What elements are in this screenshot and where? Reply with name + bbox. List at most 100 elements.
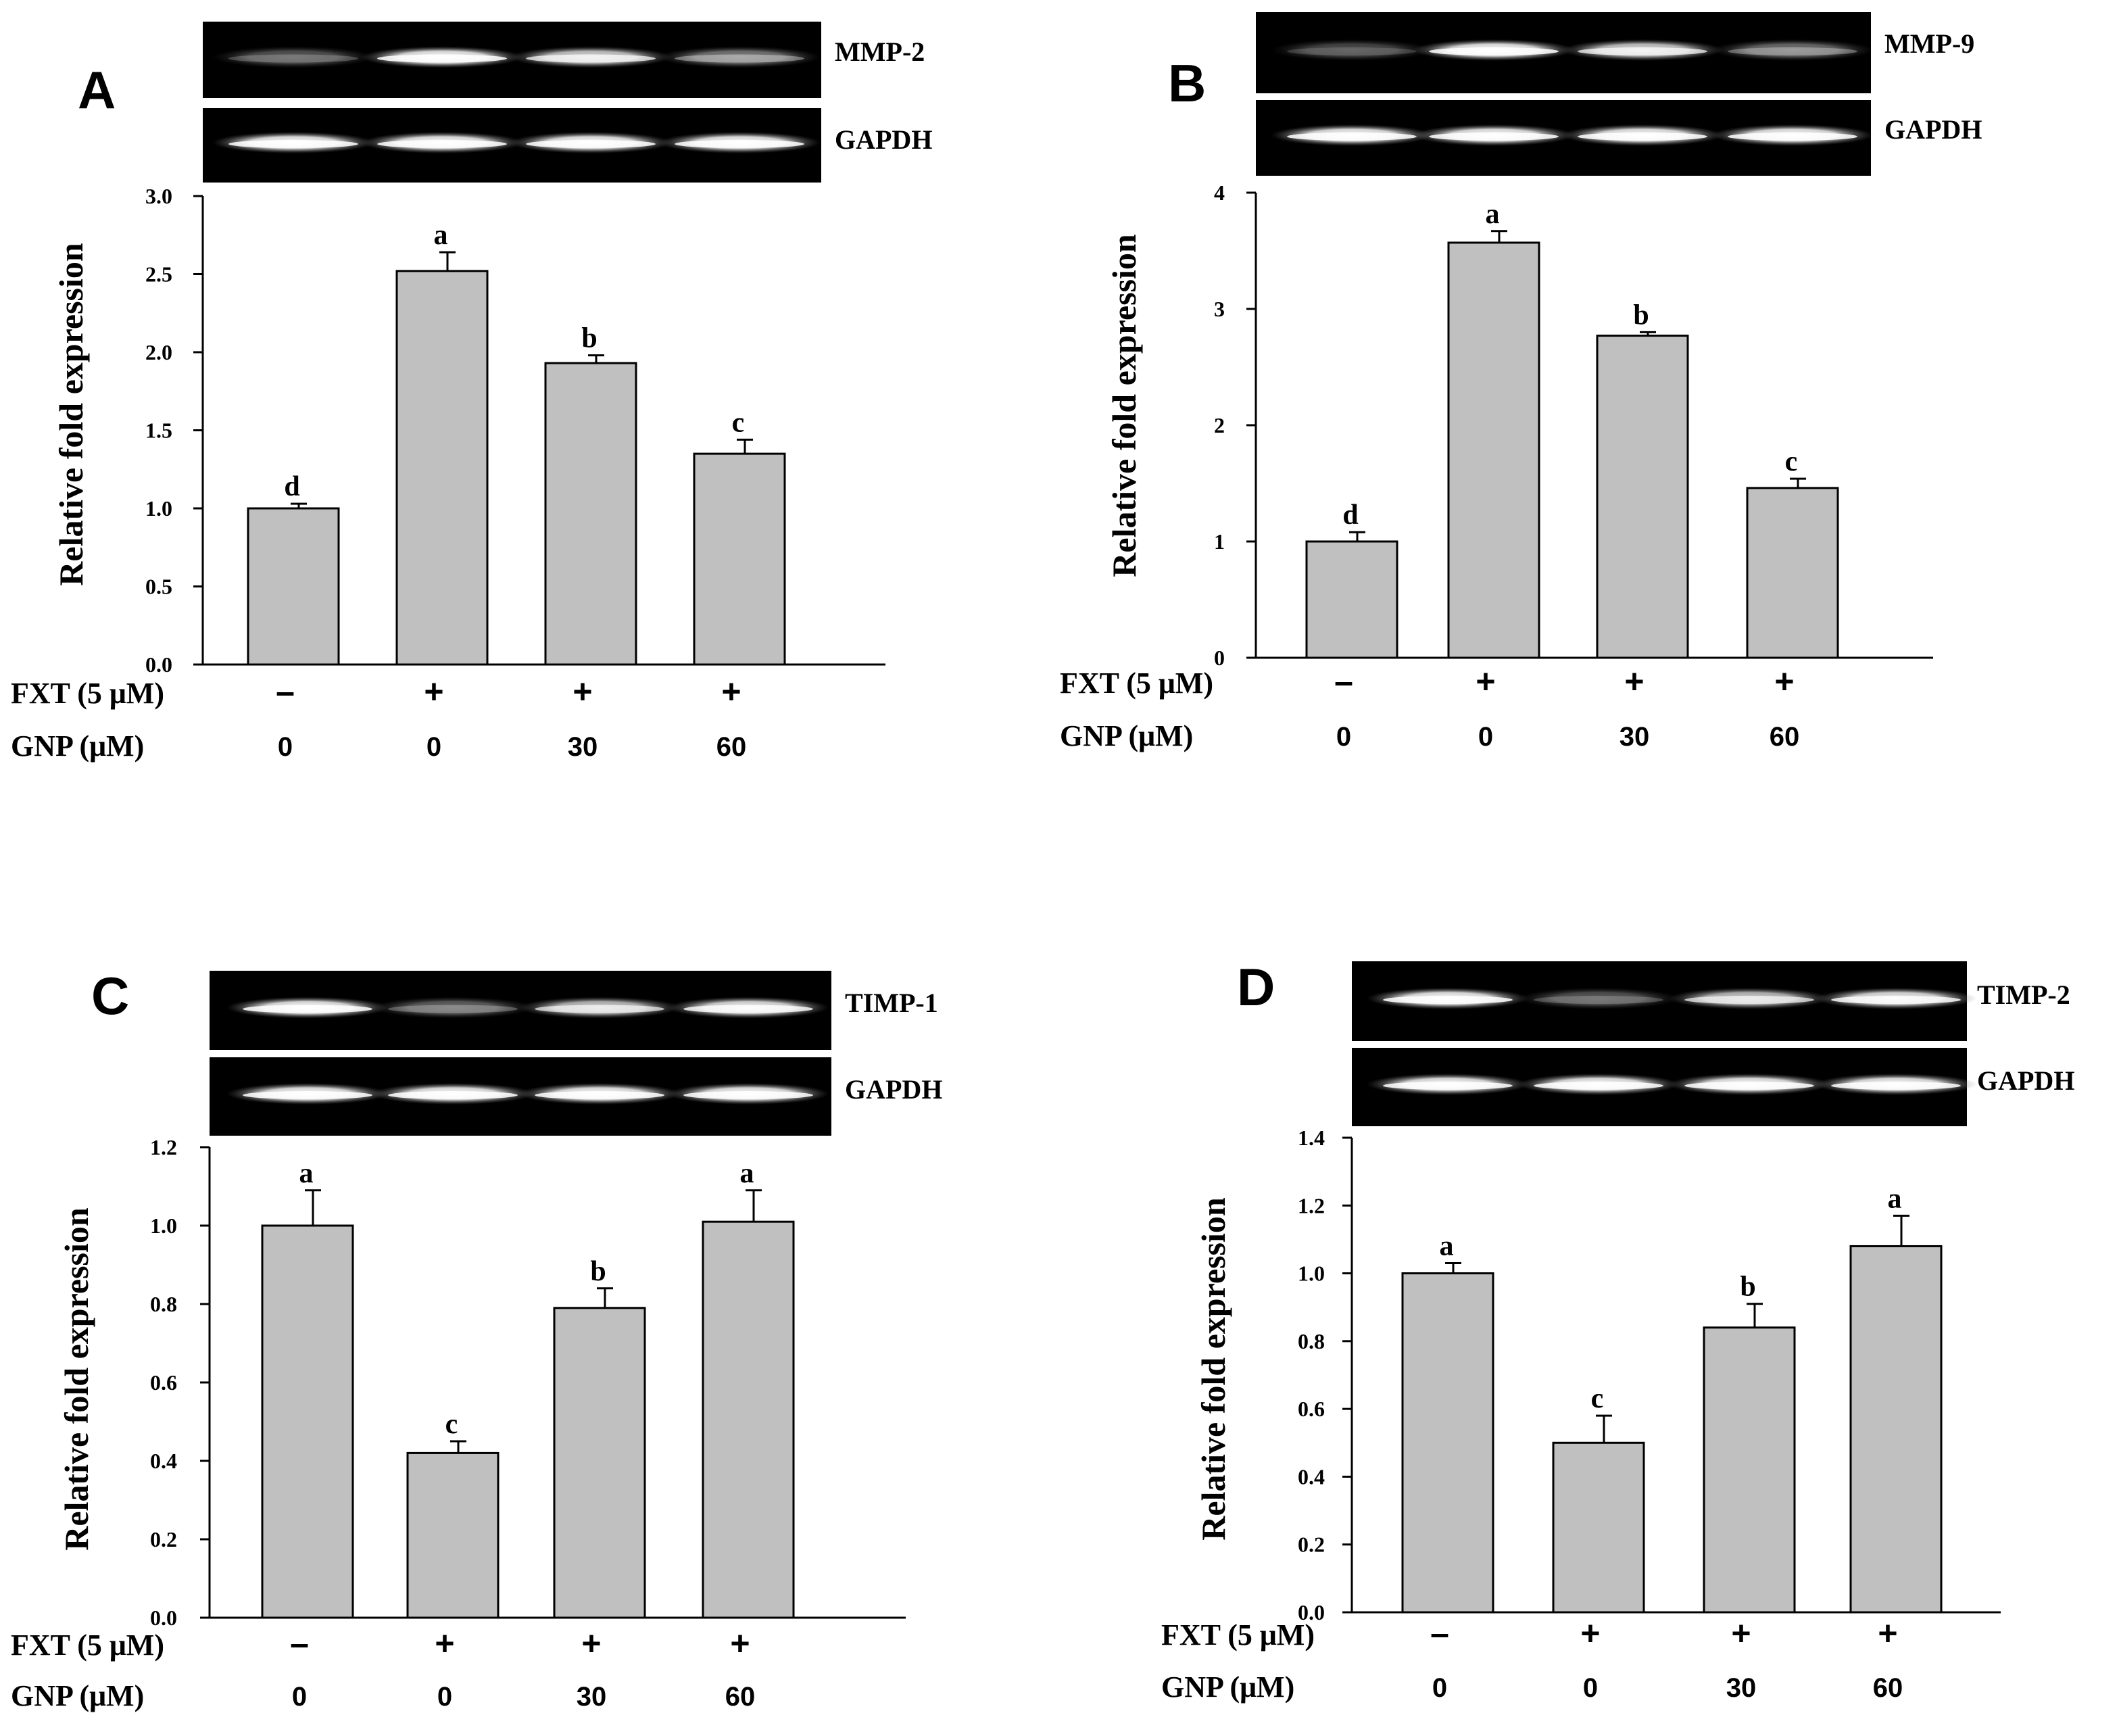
bar (693, 452, 786, 666)
gel-band-core (1578, 47, 1707, 55)
gel-band-core (1831, 1082, 1961, 1090)
gel-band-core (1728, 132, 1857, 141)
y-tick-label: 0.0 (1298, 1600, 1325, 1624)
y-tick-label: 1 (1214, 529, 1225, 554)
y-tick-label: 4 (1214, 180, 1225, 205)
gel-band-core (683, 1091, 813, 1099)
condition-value: 0 (1583, 1673, 1598, 1703)
condition-value: – (1334, 662, 1353, 700)
gel-band (372, 996, 534, 1019)
significance-letter: c (445, 1409, 458, 1440)
condition-value: + (573, 673, 592, 710)
significance-letter: a (299, 1158, 314, 1189)
significance-letter: a (1440, 1231, 1454, 1262)
y-tick-label: 3 (1214, 297, 1225, 321)
condition-value: – (276, 673, 295, 710)
condition-label: GNP (μM) (11, 729, 144, 763)
y-tick-label: 1.5 (145, 418, 172, 443)
y-tick-label: 0 (1214, 646, 1225, 670)
condition-label: FXT (5 μM) (11, 1629, 164, 1662)
bar (1596, 335, 1689, 659)
y-tick-label: 3.0 (145, 184, 172, 208)
gel-band-core (377, 140, 507, 148)
bar (1849, 1245, 1943, 1614)
condition-value: 60 (716, 732, 747, 762)
reference-gel (1352, 1048, 1977, 1126)
y-tick-label: 1.0 (150, 1213, 177, 1238)
gel-band-core (1287, 47, 1417, 55)
condition-label: FXT (5 μM) (1161, 1618, 1315, 1651)
y-tick-label: 1.2 (1298, 1193, 1325, 1217)
reference-gel (210, 1057, 831, 1136)
reference-gel-label: GAPDH (845, 1074, 942, 1105)
panel-letter: A (78, 60, 116, 120)
condition-value: 60 (1873, 1673, 1903, 1703)
gel-band-core (535, 1091, 664, 1099)
gel-band-core (1684, 996, 1814, 1004)
gel-band-core (243, 1005, 372, 1013)
condition-value: 30 (568, 732, 598, 762)
condition-value: 0 (1478, 722, 1493, 752)
y-tick-label: 0.6 (1298, 1397, 1325, 1421)
reference-gel (203, 108, 821, 183)
bar (1552, 1441, 1645, 1614)
bar (544, 362, 637, 666)
y-tick-label: 0.2 (150, 1527, 177, 1551)
gel-band-core (228, 54, 358, 63)
gel-band-core (1383, 1082, 1513, 1090)
reference-gel-label: GAPDH (835, 124, 932, 155)
gel-band (1271, 39, 1433, 61)
condition-value: + (721, 673, 741, 710)
y-tick-label: 0.8 (150, 1292, 177, 1316)
condition-value: + (424, 673, 443, 710)
condition-value: + (730, 1624, 750, 1662)
condition-value: + (1731, 1614, 1751, 1652)
bar (261, 1224, 354, 1619)
condition-value: – (1430, 1614, 1449, 1652)
target-gel (1256, 12, 1874, 93)
significance-letter: a (434, 220, 448, 251)
reference-gel-label: GAPDH (1977, 1065, 2074, 1096)
bar (1401, 1272, 1494, 1614)
condition-value: + (1878, 1614, 1897, 1652)
condition-label: GNP (μM) (1060, 719, 1193, 752)
panel-b: B MMP-9 GAPDH 0 1 2 3 4 Relative fold expression… (1060, 12, 1982, 752)
y-tick-label: 0.0 (150, 1606, 177, 1630)
condition-value: – (290, 1624, 309, 1662)
bar (395, 270, 489, 666)
gel-band (212, 46, 374, 68)
y-tick-label: 1.0 (145, 496, 172, 521)
bar (1703, 1326, 1796, 1614)
bar (553, 1307, 646, 1619)
y-tick-label: 1.0 (1298, 1261, 1325, 1286)
panel-letter: C (91, 966, 129, 1026)
gel-band-core (388, 1005, 518, 1013)
significance-letter: a (1888, 1183, 1902, 1214)
y-tick-label: 1.2 (150, 1135, 177, 1159)
target-gel-label: TIMP-2 (1977, 980, 2070, 1010)
significance-letter: c (1591, 1383, 1604, 1414)
significance-letter: b (1740, 1272, 1755, 1303)
condition-label: GNP (μM) (11, 1679, 144, 1712)
gel-band-core (1429, 132, 1559, 141)
condition-value: 0 (1432, 1673, 1447, 1703)
condition-value: 60 (725, 1682, 756, 1712)
condition-value: + (435, 1624, 454, 1662)
gel-band-core (526, 54, 656, 63)
gel-band-core (1534, 996, 1663, 1004)
gel-band-core (388, 1091, 518, 1099)
gel-band-core (1383, 996, 1513, 1004)
gel-band-core (535, 1005, 664, 1013)
panel-a: A MMP-2 GAPDH 0.0 0.5 1.0 1.5 2.0 2.5 3.0 Relative… (11, 22, 932, 763)
gel-band-core (1728, 47, 1857, 55)
y-tick-label: 0.8 (1298, 1329, 1325, 1353)
bar (1447, 241, 1540, 659)
bar (1746, 487, 1839, 659)
condition-value: 60 (1770, 722, 1800, 752)
y-tick-label: 0.4 (150, 1449, 177, 1473)
gel-band-core (228, 140, 358, 148)
panel-letter: D (1237, 957, 1275, 1017)
significance-letter: a (1486, 199, 1500, 230)
gel-band-core (683, 1005, 813, 1013)
